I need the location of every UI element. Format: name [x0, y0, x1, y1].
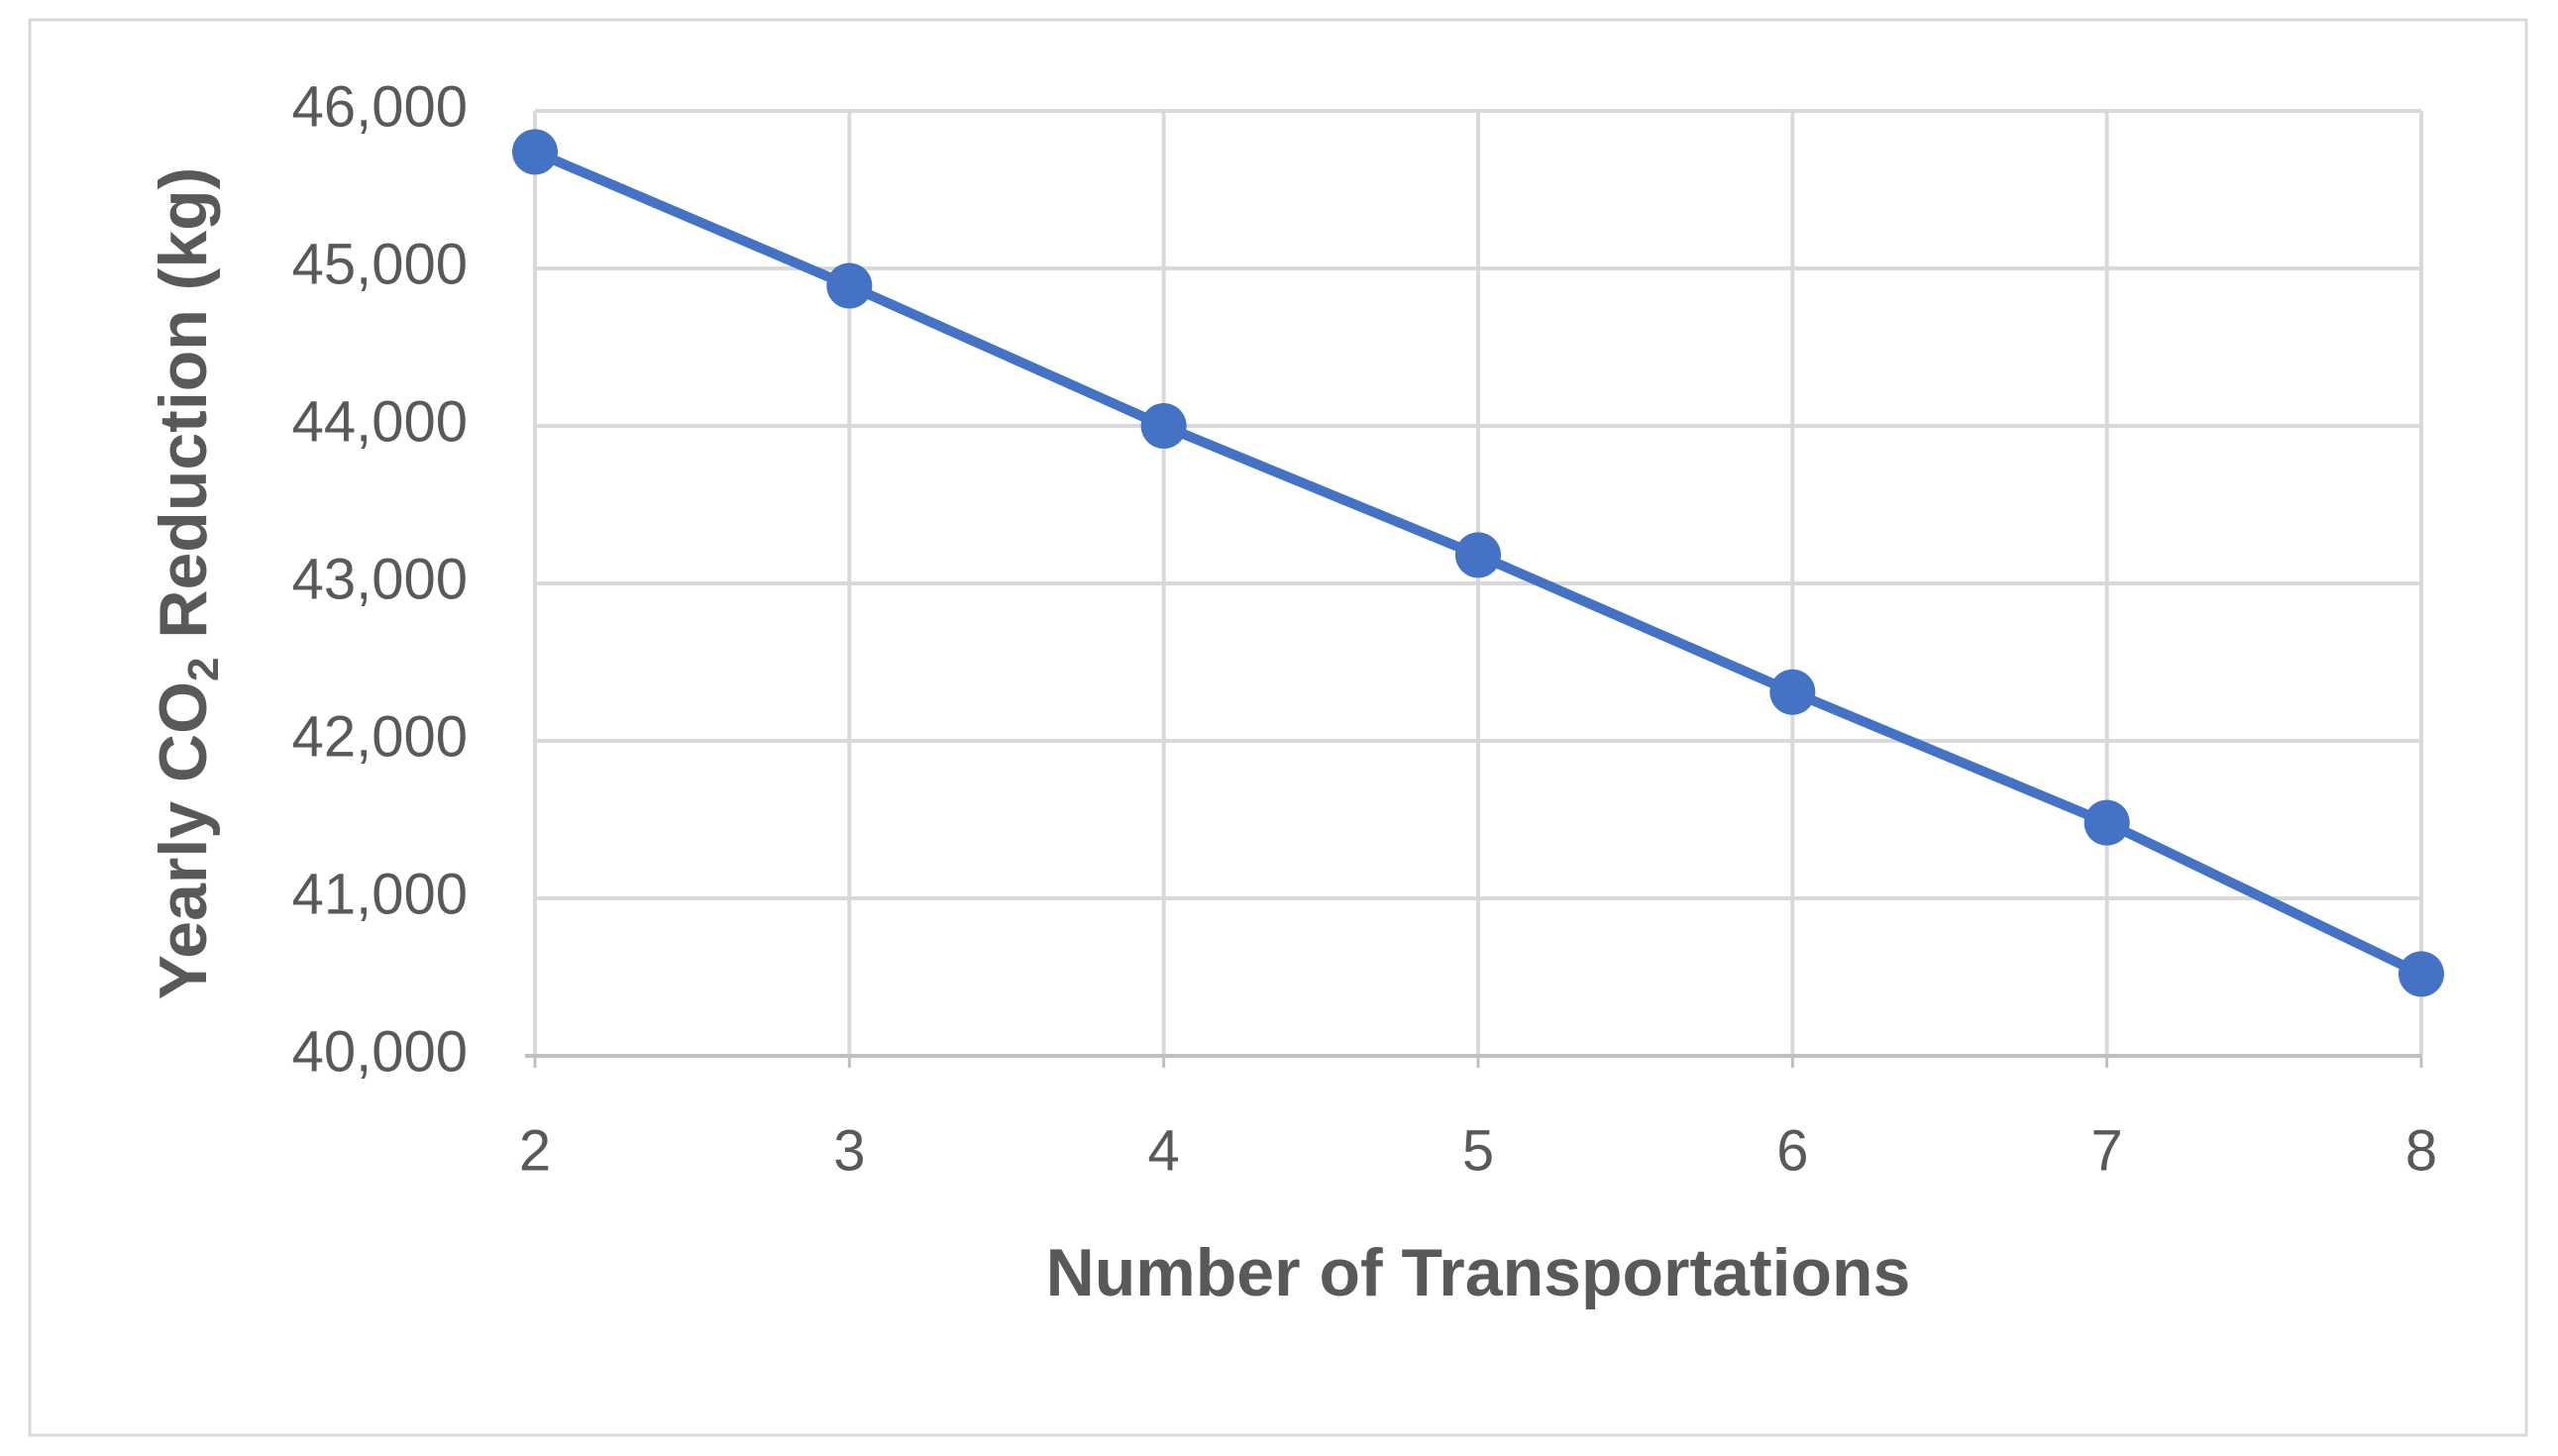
y-tick-label: 43,000	[292, 547, 468, 611]
y-axis-title-subscript: 2	[179, 658, 228, 681]
data-point	[2398, 951, 2444, 997]
data-point	[512, 129, 558, 175]
x-axis-title: Number of Transportations	[1046, 1235, 1911, 1310]
y-tick-label: 44,000	[292, 389, 468, 454]
x-tick-label: 2	[519, 1118, 551, 1183]
y-tick-label: 42,000	[292, 704, 468, 769]
data-point	[2083, 799, 2130, 846]
data-point	[1140, 403, 1187, 449]
x-tick-label: 3	[833, 1118, 865, 1183]
data-point	[1769, 669, 1816, 715]
y-tick-label: 41,000	[292, 862, 468, 926]
x-tick-label: 5	[1462, 1118, 1494, 1183]
x-tick-label: 6	[1776, 1118, 1808, 1183]
x-tick-label: 4	[1148, 1118, 1180, 1183]
x-tick-label: 8	[2405, 1118, 2437, 1183]
chart-border	[28, 18, 2528, 1437]
y-tick-label: 46,000	[292, 74, 468, 139]
y-tick-label: 45,000	[292, 232, 468, 296]
data-point	[826, 262, 873, 309]
y-axis-title-part: Reduction (kg)	[146, 167, 221, 658]
x-tick-label: 7	[2091, 1118, 2123, 1183]
y-axis-title-part: Yearly CO	[146, 681, 221, 999]
y-tick-label: 40,000	[292, 1019, 468, 1084]
data-point	[1455, 532, 1501, 578]
y-axis-title: Yearly CO2 Reduction (kg)	[146, 167, 228, 1000]
